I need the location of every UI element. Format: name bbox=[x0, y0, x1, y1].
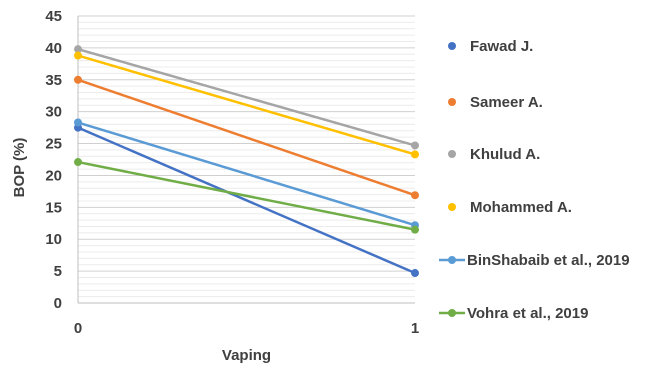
legend-item: Khulud A. bbox=[448, 146, 540, 163]
legend-item: Fawad J. bbox=[448, 38, 533, 55]
legend-label: Sameer A. bbox=[470, 94, 543, 111]
y-tick-label: 40 bbox=[45, 40, 62, 57]
series-line bbox=[77, 54, 416, 156]
legend-label: Vohra et al., 2019 bbox=[467, 305, 588, 322]
data-point bbox=[411, 141, 419, 150]
axes bbox=[77, 16, 415, 304]
data-point bbox=[411, 269, 419, 278]
y-tick-label: 35 bbox=[45, 72, 62, 89]
series-line bbox=[77, 78, 416, 197]
legend-marker bbox=[448, 309, 456, 317]
legend-item: Mohammed A. bbox=[448, 199, 572, 216]
y-tick-label: 45 bbox=[45, 8, 62, 25]
legend-marker bbox=[448, 150, 456, 158]
y-axis-title: BOP (%) bbox=[11, 138, 28, 198]
y-tick-label: 30 bbox=[45, 104, 62, 121]
legend-label: Mohammed A. bbox=[470, 199, 572, 216]
legend-marker bbox=[448, 98, 456, 106]
legend-label: BinShabaib et al., 2019 bbox=[467, 252, 630, 269]
series-lines bbox=[74, 45, 419, 278]
x-tick-label: 1 bbox=[411, 320, 419, 337]
legend-label: Fawad J. bbox=[470, 38, 533, 55]
series-line bbox=[77, 47, 416, 147]
series-line bbox=[77, 160, 416, 231]
y-tick-label: 0 bbox=[54, 295, 62, 312]
y-tick-label: 25 bbox=[45, 136, 62, 153]
grid bbox=[78, 15, 415, 304]
y-tick-label: 5 bbox=[54, 263, 62, 280]
series-line bbox=[77, 126, 416, 275]
y-tick-label: 15 bbox=[45, 199, 62, 216]
data-point bbox=[411, 150, 419, 159]
y-tick-label: 20 bbox=[45, 167, 62, 184]
legend-item: Sameer A. bbox=[448, 94, 543, 111]
data-point bbox=[411, 225, 419, 234]
y-tick-label: 10 bbox=[45, 231, 62, 248]
legend-item: BinShabaib et al., 2019 bbox=[439, 252, 630, 269]
legend-item: Vohra et al., 2019 bbox=[439, 305, 588, 322]
x-tick-label: 0 bbox=[74, 320, 82, 337]
series-line bbox=[77, 121, 416, 227]
data-point bbox=[74, 158, 82, 167]
series-khulud-a bbox=[74, 45, 419, 150]
legend-label: Khulud A. bbox=[470, 146, 540, 163]
legend-marker bbox=[448, 256, 456, 264]
data-point bbox=[411, 191, 419, 200]
series-binshabaib-et-al-2019 bbox=[74, 118, 419, 230]
legend: Fawad J. Sameer A. Khulud A. Mohammed A. Bin… bbox=[439, 38, 630, 322]
x-axis-title: Vaping bbox=[222, 347, 271, 364]
legend-marker bbox=[448, 203, 456, 211]
data-point bbox=[74, 75, 82, 84]
y-tick-labels: 0 5 10 15 20 25 30 35 40 45 bbox=[45, 8, 62, 312]
series-sameer-a bbox=[74, 75, 419, 200]
series-fawad-j bbox=[74, 123, 419, 278]
legend-marker bbox=[448, 42, 456, 50]
data-point bbox=[74, 45, 82, 54]
series-vohra-et-al-2019 bbox=[74, 158, 419, 234]
data-point bbox=[74, 51, 82, 60]
series-mohammed-a bbox=[74, 51, 419, 159]
data-point bbox=[74, 118, 82, 127]
